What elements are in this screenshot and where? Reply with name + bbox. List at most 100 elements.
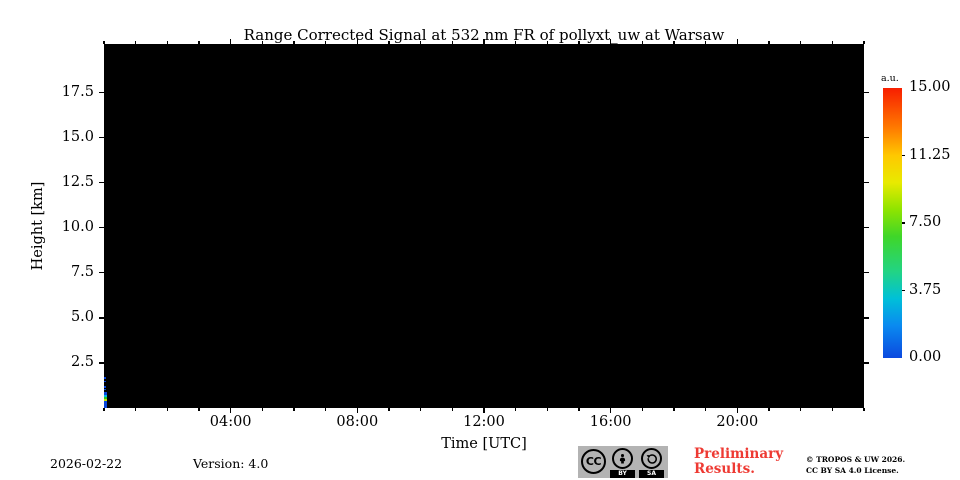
x-axis-tick-label: 16:00 — [589, 414, 632, 430]
x-axis-major-tick-top — [230, 39, 232, 44]
y-axis-major-tick — [99, 272, 104, 274]
copyright-label: © TROPOS & UW 2026. CC BY SA 4.0 License… — [806, 455, 905, 477]
preliminary-results-label: Preliminary Results. — [694, 447, 783, 477]
x-axis-label: Time [UTC] — [441, 436, 527, 452]
x-axis-minor-tick-top — [325, 41, 327, 44]
x-axis-minor-tick — [325, 408, 327, 411]
y-axis-tick-label: 17.5 — [61, 83, 94, 100]
y-axis-major-tick — [99, 137, 104, 139]
x-axis-minor-tick — [800, 408, 802, 411]
x-axis-minor-tick-top — [831, 41, 833, 44]
x-axis-minor-tick-top — [641, 41, 643, 44]
preliminary-line2: Results. — [694, 460, 755, 477]
signal-pixel — [104, 377, 106, 379]
x-axis-minor-tick — [546, 408, 548, 411]
heatmap-canvas — [104, 44, 864, 408]
colorbar-tick-label: 7.50 — [909, 214, 942, 230]
x-axis-major-tick — [610, 408, 612, 413]
x-axis-minor-tick-top — [420, 41, 422, 44]
x-axis-minor-tick — [641, 408, 643, 411]
colorbar-tick-label: 15.00 — [909, 79, 951, 95]
y-axis-tick-label: 12.5 — [61, 173, 94, 190]
signal-pixel — [104, 380, 106, 383]
y-axis-major-tick — [99, 227, 104, 229]
y-axis-major-tick-right — [864, 137, 869, 139]
x-axis-minor-tick — [261, 408, 263, 411]
by-person-icon — [612, 448, 633, 469]
y-axis-major-tick — [99, 317, 104, 319]
signal-pixel — [104, 391, 107, 396]
y-axis-tick-label: 15.0 — [61, 128, 94, 145]
x-axis-major-tick-top — [610, 39, 612, 44]
version-label: Version: 4.0 — [193, 456, 269, 471]
x-axis-minor-tick — [388, 408, 390, 411]
x-axis-major-tick-top — [736, 39, 738, 44]
x-axis-minor-tick-top — [135, 41, 137, 44]
x-axis-minor-tick-top — [515, 41, 517, 44]
colorbar-tick — [902, 154, 905, 157]
x-axis-major-tick — [483, 408, 485, 413]
x-axis-minor-tick — [103, 408, 105, 411]
x-axis-minor-tick-top — [673, 41, 675, 44]
x-axis-minor-tick-top — [578, 41, 580, 44]
y-axis-major-tick-right — [864, 182, 869, 184]
cc-icon: CC — [581, 449, 606, 474]
cc-sa-block: SA — [639, 448, 664, 478]
cc-license-badge: CC BY SA — [578, 446, 668, 478]
x-axis-major-tick — [356, 408, 358, 413]
sa-label: SA — [639, 470, 664, 478]
colorbar-tick-label: 3.75 — [909, 281, 942, 298]
x-axis-minor-tick — [420, 408, 422, 411]
x-axis-minor-tick — [135, 408, 137, 411]
x-axis-minor-tick — [293, 408, 295, 411]
signal-pixel — [104, 386, 106, 388]
colorbar-tick-label: 0.00 — [909, 349, 942, 365]
x-axis-minor-tick — [451, 408, 453, 411]
x-axis-minor-tick — [863, 408, 865, 411]
x-axis-minor-tick — [578, 408, 580, 411]
y-axis-major-tick — [99, 362, 104, 364]
signal-pixel — [104, 400, 107, 408]
plot-title: Range Corrected Signal at 532 nm FR of p… — [243, 26, 725, 44]
x-axis-minor-tick-top — [293, 41, 295, 44]
y-axis-tick-label: 7.5 — [70, 263, 94, 280]
y-axis-major-tick-right — [864, 317, 869, 319]
x-axis-minor-tick — [166, 408, 168, 411]
y-axis-major-tick-right — [864, 227, 869, 229]
x-axis-minor-tick-top — [198, 41, 200, 44]
colorbar-tick — [902, 289, 905, 292]
copyright-line2: CC BY SA 4.0 License. — [806, 465, 899, 475]
x-axis-minor-tick-top — [800, 41, 802, 44]
x-axis-minor-tick-top — [261, 41, 263, 44]
x-axis-minor-tick-top — [388, 41, 390, 44]
cc-by-block: BY — [610, 448, 635, 478]
signal-pixel — [104, 388, 106, 390]
copyright-line1: © TROPOS & UW 2026. — [806, 455, 906, 464]
x-axis-minor-tick-top — [768, 41, 770, 44]
x-axis-minor-tick-top — [103, 41, 105, 44]
signal-pixel — [104, 395, 107, 398]
x-axis-tick-label: 20:00 — [716, 414, 759, 430]
x-axis-minor-tick-top — [451, 41, 453, 44]
x-axis-major-tick — [736, 408, 738, 413]
x-axis-minor-tick — [768, 408, 770, 411]
colorbar-unit-label: a.u. — [881, 73, 899, 84]
x-axis-minor-tick-top — [166, 41, 168, 44]
colorbar — [883, 88, 902, 358]
y-axis-tick-label: 5.0 — [70, 308, 94, 325]
y-axis-tick-label: 2.5 — [70, 353, 94, 370]
y-axis-major-tick-right — [864, 92, 869, 94]
x-axis-minor-tick — [515, 408, 517, 411]
y-axis-tick-label: 10.0 — [61, 218, 94, 235]
x-axis-minor-tick-top — [546, 41, 548, 44]
date-label: 2026-02-22 — [50, 456, 123, 471]
x-axis-minor-tick-top — [863, 41, 865, 44]
x-axis-tick-label: 08:00 — [336, 414, 379, 430]
y-axis-major-tick-right — [864, 272, 869, 274]
x-axis-minor-tick-top — [705, 41, 707, 44]
colorbar-tick — [902, 222, 905, 224]
y-axis-major-tick-right — [864, 362, 869, 364]
cc-icon-text: CC — [585, 455, 602, 468]
x-axis-minor-tick — [831, 408, 833, 411]
